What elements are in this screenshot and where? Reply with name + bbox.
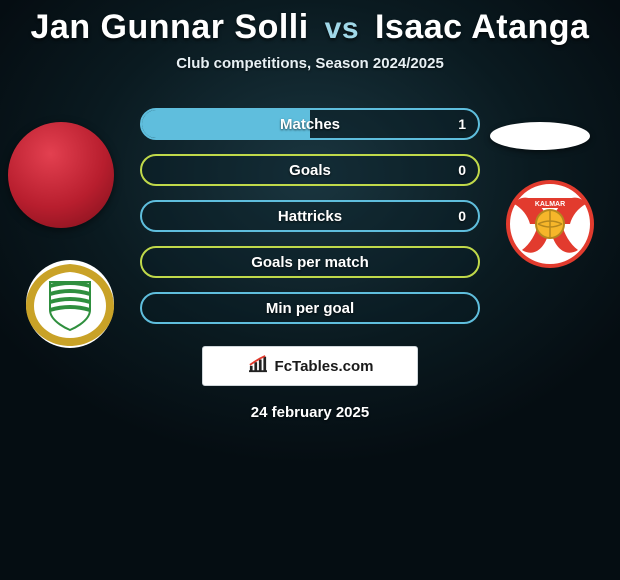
team2-crest: KALMAR — [500, 178, 600, 270]
team1-crest — [20, 258, 120, 350]
brand-badge: FcTables.com — [202, 346, 418, 386]
chart-icon — [247, 355, 269, 377]
stat-label: Hattricks — [278, 208, 342, 225]
vs-text: vs — [325, 12, 359, 45]
player1-name: Jan Gunnar Solli — [31, 8, 309, 46]
svg-text:KALMAR: KALMAR — [535, 201, 565, 208]
stats-container: Matches 1 Goals 0 Hattricks 0 Goals per … — [140, 108, 480, 324]
player2-name: Isaac Atanga — [375, 8, 590, 46]
stat-label: Goals per match — [251, 254, 369, 271]
stat-label: Matches — [280, 116, 340, 133]
stat-row-goals: Goals 0 — [140, 154, 480, 186]
stat-row-hattricks: Hattricks 0 — [140, 200, 480, 232]
stat-value: 1 — [458, 116, 466, 132]
subtitle: Club competitions, Season 2024/2025 — [0, 55, 620, 72]
player2-avatar — [490, 122, 590, 150]
stat-row-mpg: Min per goal — [140, 292, 480, 324]
player1-avatar — [8, 122, 114, 228]
date-text: 24 february 2025 — [0, 404, 620, 421]
page-title: Jan Gunnar Solli vs Isaac Atanga — [0, 8, 620, 47]
stat-label: Goals — [289, 162, 331, 179]
brand-text: FcTables.com — [275, 358, 374, 375]
stat-value: 0 — [458, 208, 466, 224]
stat-value: 0 — [458, 162, 466, 178]
stat-row-matches: Matches 1 — [140, 108, 480, 140]
stat-label: Min per goal — [266, 300, 354, 317]
stat-row-gpm: Goals per match — [140, 246, 480, 278]
